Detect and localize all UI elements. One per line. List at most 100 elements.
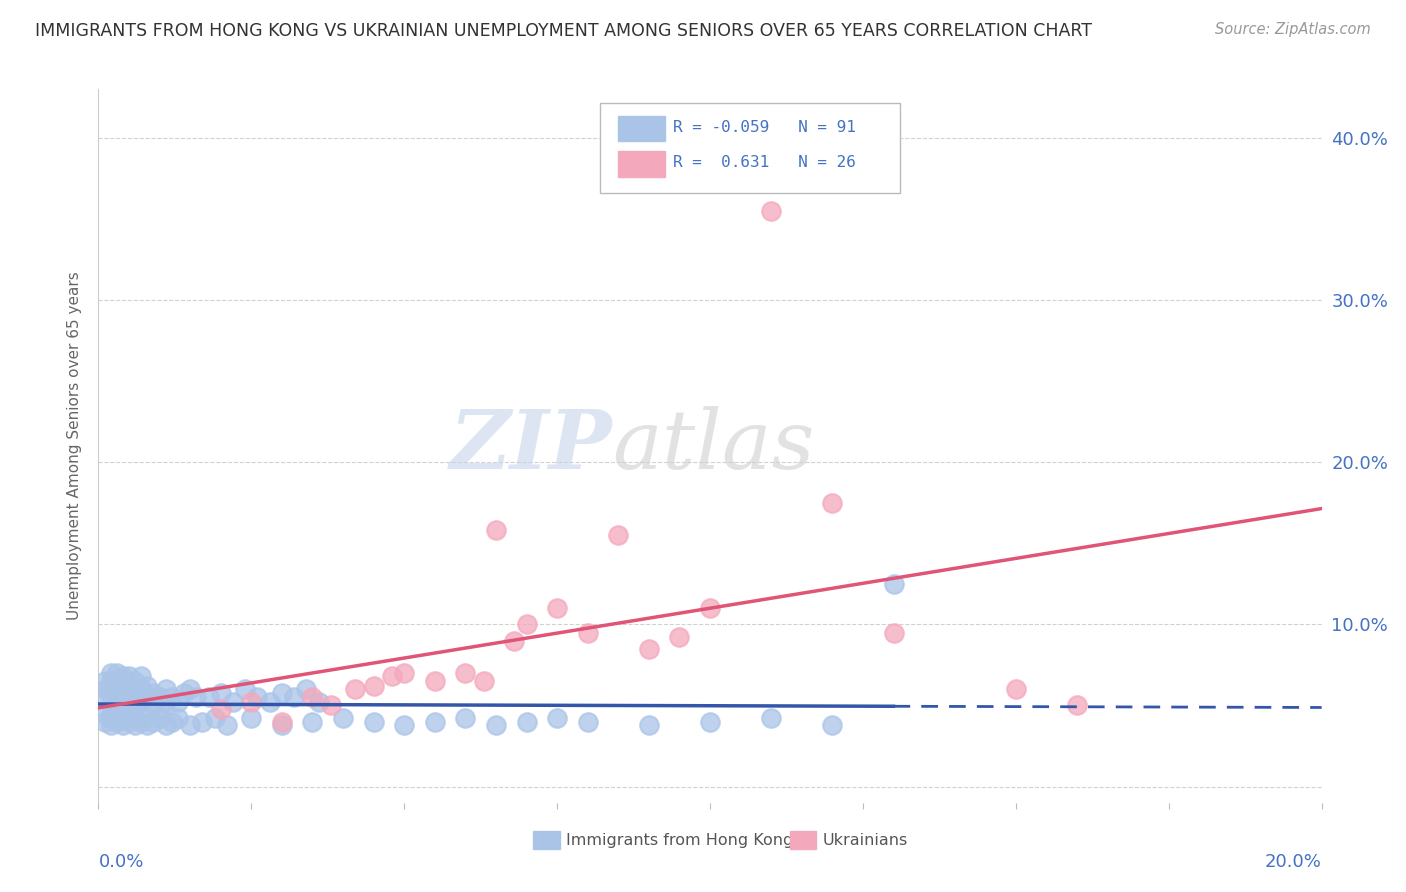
Point <box>186 690 208 705</box>
Point <box>129 714 152 729</box>
Point <box>637 641 661 656</box>
Point <box>308 695 330 709</box>
Point <box>270 714 292 729</box>
Point <box>821 496 844 510</box>
Point <box>197 690 219 705</box>
Point <box>155 682 177 697</box>
Point <box>124 710 146 724</box>
Point <box>503 633 526 648</box>
Text: R =  0.631   N = 26: R = 0.631 N = 26 <box>673 155 856 170</box>
Point <box>105 682 128 697</box>
Point <box>118 702 141 716</box>
Point <box>454 711 477 725</box>
Point <box>100 674 122 689</box>
Point <box>93 706 115 721</box>
Point <box>118 714 141 729</box>
Point <box>222 695 245 709</box>
Text: atlas: atlas <box>612 406 814 486</box>
Point <box>209 702 232 716</box>
Point <box>118 706 141 721</box>
Point <box>240 711 263 725</box>
Point <box>637 718 661 732</box>
Point <box>485 718 508 732</box>
Point <box>209 685 232 699</box>
Point <box>423 674 446 689</box>
Point <box>759 203 782 218</box>
Point <box>100 711 122 725</box>
Point <box>100 666 122 681</box>
Point <box>883 577 905 591</box>
Point <box>270 718 292 732</box>
Point <box>105 714 128 729</box>
Point <box>301 690 323 705</box>
Point <box>759 711 782 725</box>
Point <box>149 690 172 705</box>
Point <box>118 679 141 693</box>
Point <box>93 682 115 697</box>
Point <box>129 682 152 697</box>
Point <box>423 714 446 729</box>
Point <box>142 685 165 699</box>
Point <box>240 695 263 709</box>
Point <box>124 685 146 699</box>
Point <box>118 690 141 705</box>
Point <box>124 698 146 713</box>
Point <box>516 617 538 632</box>
Point <box>204 711 226 725</box>
Point <box>149 711 172 725</box>
Point <box>142 698 165 713</box>
Point <box>246 690 269 705</box>
Point <box>1004 682 1026 697</box>
Point <box>105 666 128 681</box>
Point <box>485 524 508 538</box>
Point <box>111 711 134 725</box>
Text: Immigrants from Hong Kong: Immigrants from Hong Kong <box>565 833 793 848</box>
Point <box>129 669 152 683</box>
Point <box>167 711 190 725</box>
Point <box>173 685 195 699</box>
Point <box>136 690 159 705</box>
Point <box>191 714 214 729</box>
FancyBboxPatch shape <box>600 103 900 193</box>
Point <box>472 674 495 689</box>
Point <box>576 625 599 640</box>
Point <box>105 706 128 721</box>
Point <box>283 690 305 705</box>
Point <box>883 625 905 640</box>
Point <box>1066 698 1088 713</box>
Point <box>136 679 159 693</box>
Point <box>179 718 201 732</box>
Point <box>259 695 281 709</box>
Point <box>301 714 323 729</box>
Point <box>454 666 477 681</box>
Text: Ukrainians: Ukrainians <box>823 833 908 848</box>
Point <box>118 669 141 683</box>
Point <box>270 685 292 699</box>
Y-axis label: Unemployment Among Seniors over 65 years: Unemployment Among Seniors over 65 years <box>67 272 83 620</box>
Point <box>105 690 128 705</box>
Point <box>392 666 416 681</box>
Point <box>129 695 152 709</box>
Point <box>142 714 165 729</box>
Point <box>546 711 568 725</box>
Text: 20.0%: 20.0% <box>1265 853 1322 871</box>
Point <box>100 690 122 705</box>
Point <box>124 718 146 732</box>
Point <box>160 714 183 729</box>
Point <box>332 711 354 725</box>
Text: IMMIGRANTS FROM HONG KONG VS UKRAINIAN UNEMPLOYMENT AMONG SENIORS OVER 65 YEARS : IMMIGRANTS FROM HONG KONG VS UKRAINIAN U… <box>35 22 1092 40</box>
Point <box>363 679 385 693</box>
Point <box>179 682 201 697</box>
Bar <box>619 152 665 177</box>
Point <box>155 695 177 709</box>
Point <box>668 631 690 645</box>
Point <box>111 698 134 713</box>
Bar <box>619 116 665 141</box>
Point <box>344 682 367 697</box>
Point <box>93 690 115 705</box>
Point <box>392 718 416 732</box>
Text: Source: ZipAtlas.com: Source: ZipAtlas.com <box>1215 22 1371 37</box>
Point <box>576 714 599 729</box>
Point <box>111 669 134 683</box>
Point <box>105 702 128 716</box>
